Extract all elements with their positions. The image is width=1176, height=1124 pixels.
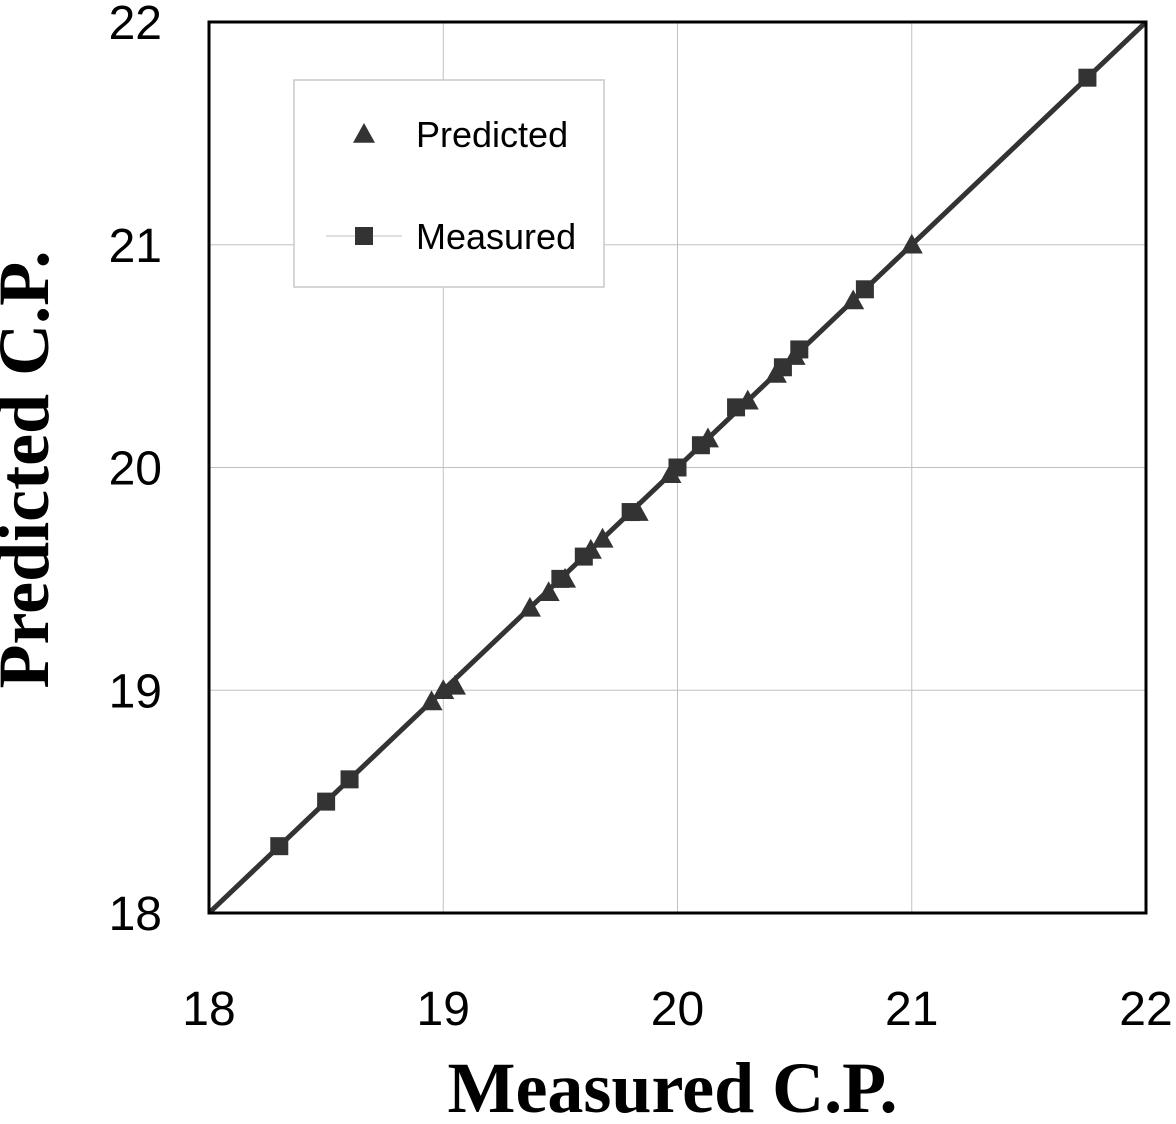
x-tick-label: 21 <box>885 983 938 1036</box>
measured-point <box>1078 68 1097 87</box>
measured-point <box>551 569 570 588</box>
legend-label: Predicted <box>416 114 568 155</box>
measured-point <box>317 792 336 811</box>
x-tick-label: 18 <box>182 983 235 1036</box>
legend-item-predicted: Predicted <box>353 114 568 155</box>
x-axis-title: Measured C.P. <box>448 1048 898 1124</box>
plot-frame <box>207 20 1148 915</box>
y-tick-label: 21 <box>109 220 162 273</box>
data-markers <box>270 68 1097 856</box>
legend-label: Measured <box>416 216 576 257</box>
predicted-point <box>518 596 541 617</box>
measured-point <box>621 503 640 522</box>
measured-point <box>574 547 593 566</box>
y-tick-label: 22 <box>109 0 162 50</box>
measured-point <box>691 436 710 455</box>
predicted-point <box>443 674 466 695</box>
y-tick-label: 18 <box>109 888 162 941</box>
y-axis-title: Predicted C.P. <box>0 251 64 689</box>
predicted-point <box>900 233 923 254</box>
measured-point <box>773 358 792 377</box>
x-tick-label: 20 <box>651 983 704 1036</box>
measured-point <box>340 770 359 789</box>
measured-point <box>668 458 687 477</box>
y-tick-labels: 18 19 20 21 22 <box>109 0 162 941</box>
measured-point <box>790 340 809 359</box>
legend-marker-square <box>355 227 373 245</box>
legend: Predicted Measured <box>293 79 605 288</box>
y-tick-label: 20 <box>109 443 162 496</box>
x-tick-labels: 18 19 20 21 22 <box>182 983 1172 1036</box>
legend-item-measured: Measured <box>326 216 576 257</box>
x-tick-label: 19 <box>417 983 470 1036</box>
predicted-point <box>537 581 560 602</box>
predicted-point <box>420 690 443 711</box>
measured-point <box>727 398 746 417</box>
legend-box <box>293 79 605 288</box>
predicted-point <box>842 289 865 310</box>
measured-point <box>855 280 874 299</box>
y-tick-label: 19 <box>109 665 162 718</box>
legend-marker-triangle <box>353 123 375 143</box>
predicted-point <box>591 527 614 548</box>
x-tick-label: 22 <box>1119 983 1172 1036</box>
measured-point <box>270 837 289 856</box>
